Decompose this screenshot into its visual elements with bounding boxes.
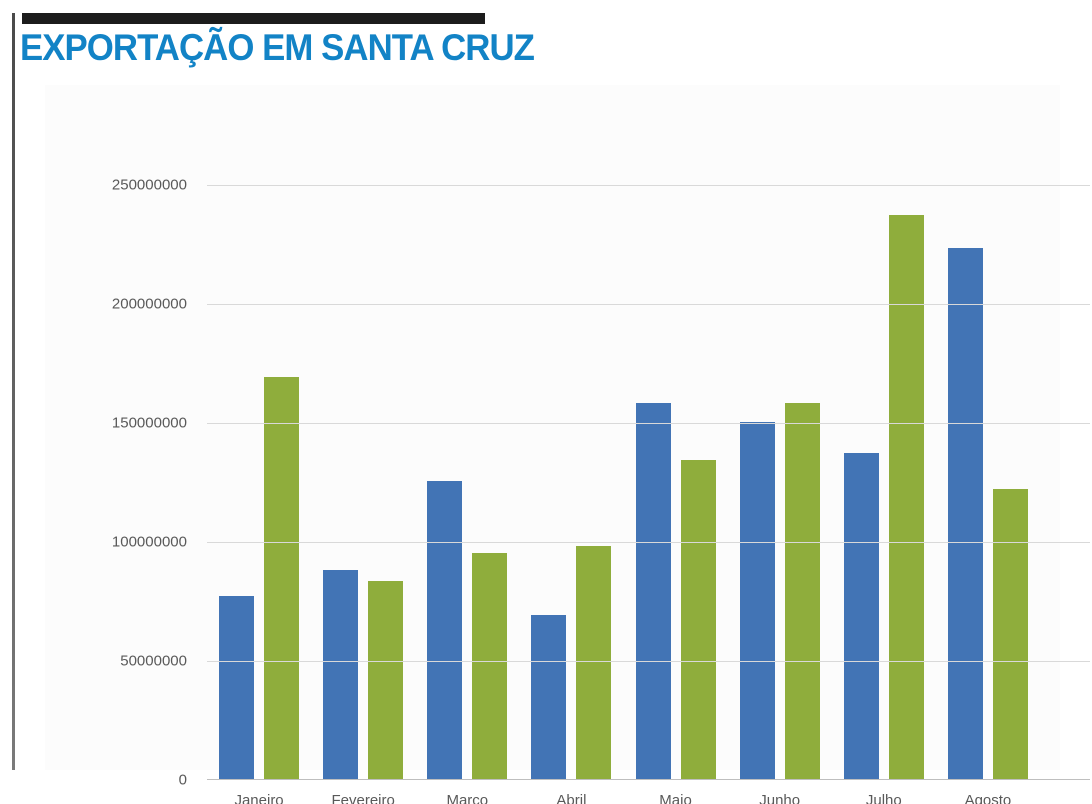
plot-area: Janeiro Fevereiro Março Abril Maio Junho Julho… (207, 185, 1090, 804)
bar-2025-maio (680, 460, 716, 779)
x-axis-label-janeiro: Janeiro (234, 792, 284, 804)
y-axis-labels: 250000000 200000000 150000000 100000000 5000… (85, 177, 197, 789)
y-axis-tick-label: 50000000 (120, 652, 187, 670)
bar-2025-junho (784, 403, 820, 779)
x-axis-label-julho: Julho (865, 792, 902, 804)
bar-2024-janeiro (219, 596, 255, 779)
gridline (207, 661, 1090, 662)
header-black-bar (22, 13, 485, 24)
bar-2025-abril (576, 546, 612, 779)
y-axis-tick-label: 100000000 (111, 533, 187, 551)
bar-2025-julho (888, 215, 924, 779)
bar-groups: Janeiro Fevereiro Março Abril Maio Junho Julho… (207, 185, 1090, 804)
bar-group-maio: Maio (624, 185, 728, 804)
left-rule-divider (12, 13, 15, 770)
bar-group-janeiro: Janeiro (207, 185, 311, 804)
bar-group-março: Março (415, 185, 519, 804)
bar-group-julho: Julho (832, 185, 936, 804)
bar-group-junho: Junho (728, 185, 832, 804)
bar-2024-maio (635, 403, 671, 779)
gridline (207, 423, 1090, 424)
y-axis-tick-label: 0 (178, 771, 187, 789)
y-axis-tick-label: 150000000 (111, 414, 187, 432)
gridline (207, 304, 1090, 305)
bar-group-fevereiro: Fevereiro (311, 185, 415, 804)
gridline (207, 185, 1090, 186)
bar-group-agosto: Agosto (936, 185, 1040, 804)
bar-2025-agosto (992, 489, 1028, 779)
bar-2024-fevereiro (323, 570, 359, 779)
x-axis-label-abril: Abril (556, 792, 587, 804)
x-axis-label-fevereiro: Fevereiro (331, 792, 395, 804)
bar-2024-abril (531, 615, 567, 779)
bar-2025-fevereiro (368, 581, 404, 779)
x-axis-label-maio: Maio (659, 792, 692, 804)
y-axis-tick-label: 200000000 (111, 295, 187, 313)
page-title: EXPORTAÇÃO EM SANTA CRUZ (20, 27, 535, 68)
gridline (207, 542, 1090, 543)
x-axis-label-agosto: Agosto (964, 792, 1012, 804)
chart-panel: 250000000 200000000 150000000 100000000 5000… (45, 85, 1090, 804)
bar-2025-janeiro (264, 377, 300, 779)
bar-group-abril: Abril (519, 185, 623, 804)
x-axis-label-junho: Junho (759, 792, 801, 804)
bar-2024-março (427, 481, 463, 779)
bar-2024-junho (739, 422, 775, 779)
y-axis-tick-label: 250000000 (111, 176, 187, 194)
x-axis-label-março: Março (446, 792, 489, 804)
bar-2024-agosto (947, 248, 983, 779)
bar-2025-março (472, 553, 508, 779)
bar-2024-julho (843, 453, 879, 779)
